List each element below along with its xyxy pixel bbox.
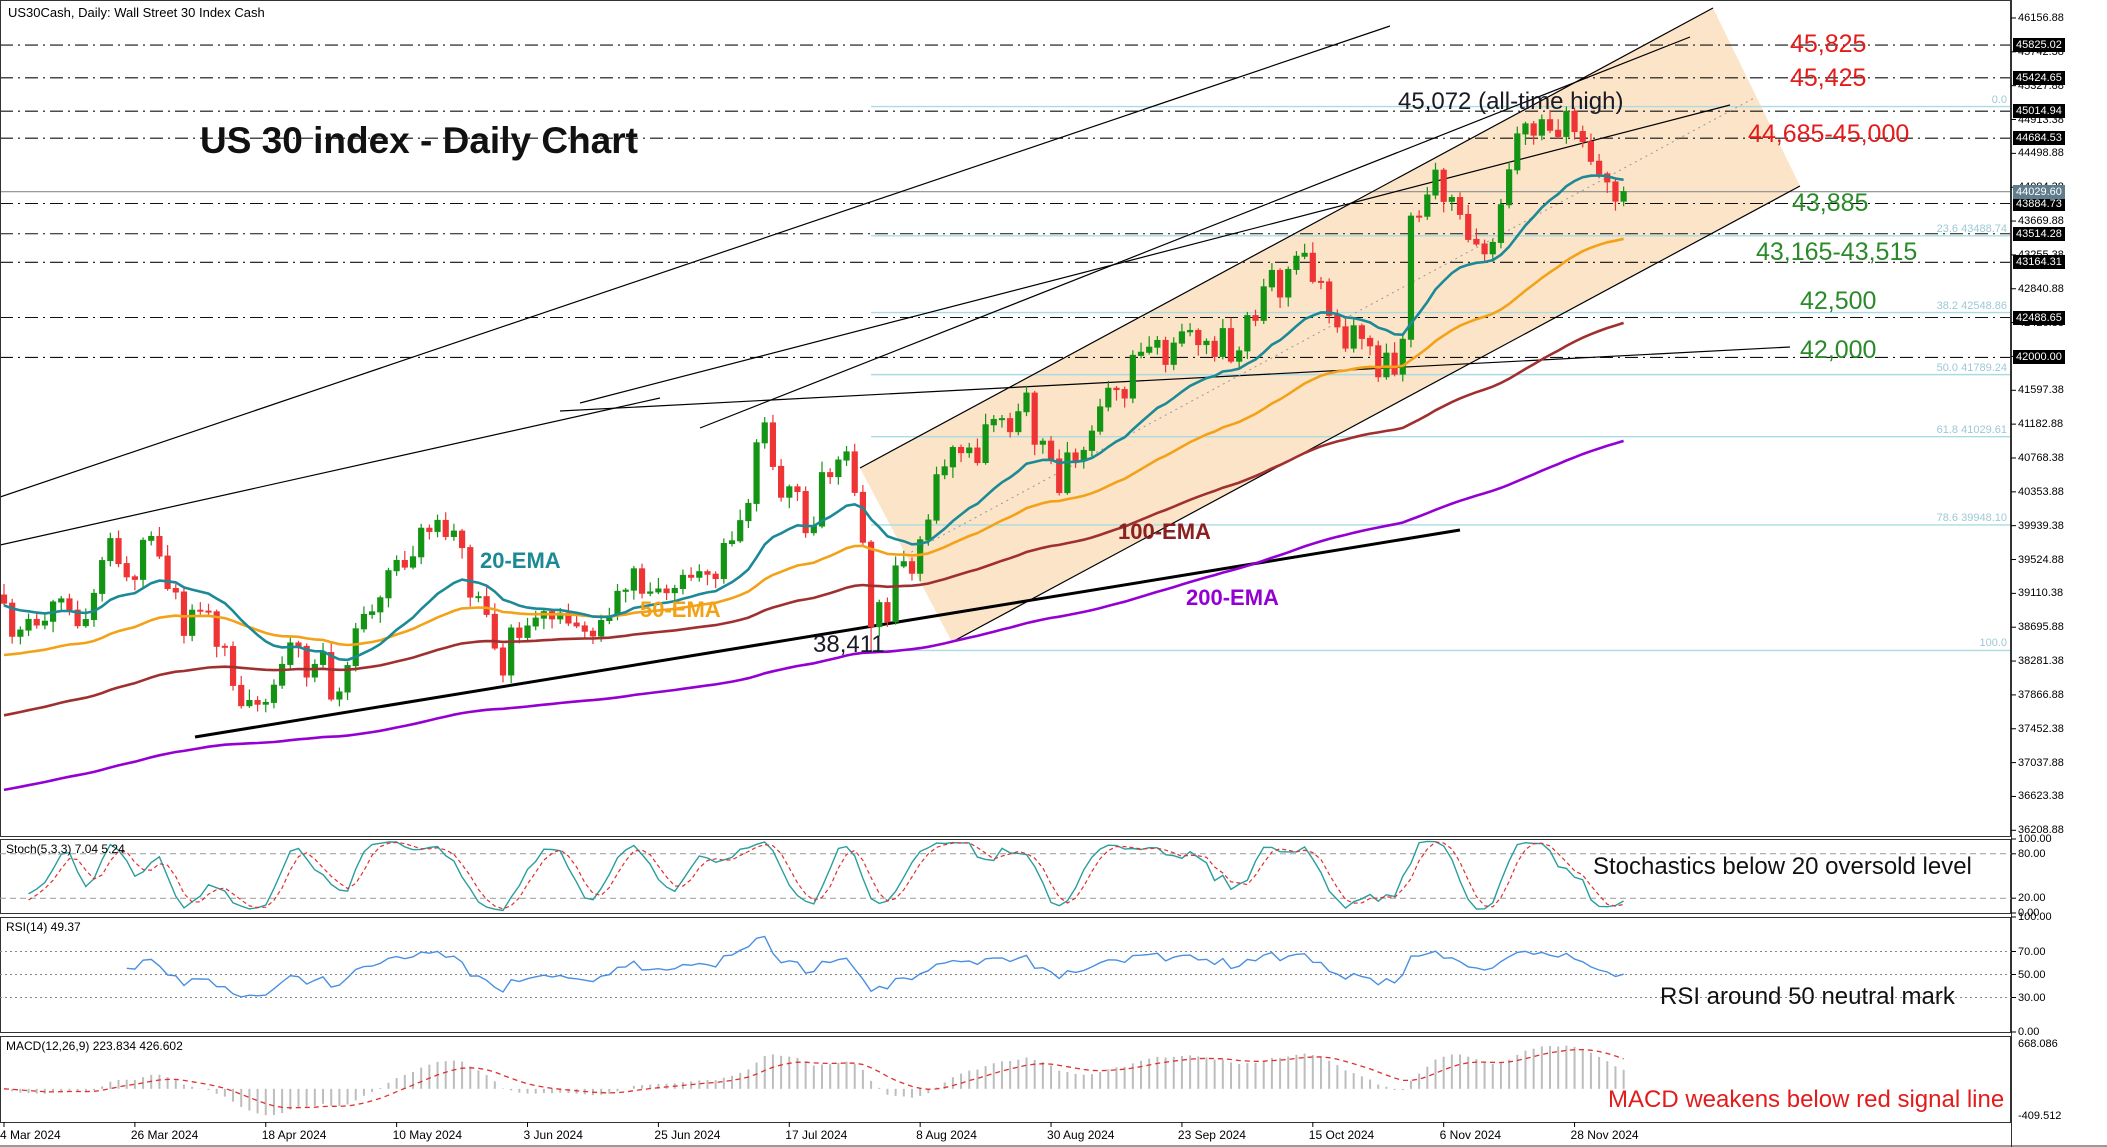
ema50-label: 50-EMA xyxy=(640,597,721,622)
price-level-badge: 45014.94 xyxy=(2013,104,2065,119)
level-annotation: 42,500 xyxy=(1800,287,1877,315)
date-tick-label: 23 Sep 2024 xyxy=(1177,1128,1246,1142)
date-tick-label: 30 Aug 2024 xyxy=(1047,1128,1115,1142)
price-level-badge: 45825.02 xyxy=(2013,38,2065,53)
level-annotation: 45,825 xyxy=(1790,30,1867,58)
rsi-indicator-label: RSI(14) 49.37 xyxy=(6,920,81,934)
stoch-scale-tick: 80.00 xyxy=(2018,847,2046,860)
date-tick-label: 25 Jun 2024 xyxy=(654,1128,721,1142)
ema20-label: 20-EMA xyxy=(480,548,561,573)
price-tick: 38695.88 xyxy=(2018,621,2064,634)
fib-level-label: 100.0 xyxy=(1979,637,2007,650)
price-tick: 38281.38 xyxy=(2018,655,2064,668)
price-tick: 40768.38 xyxy=(2018,451,2064,464)
price-tick: 42840.88 xyxy=(2018,282,2064,295)
date-tick-label: 8 Aug 2024 xyxy=(916,1128,977,1142)
level-annotation: 43,165-43,515 xyxy=(1756,238,1918,266)
price-level-badge: 44684.53 xyxy=(2013,131,2065,146)
price-tick: 39939.38 xyxy=(2018,519,2064,532)
price-tick: 39110.38 xyxy=(2018,587,2064,600)
price-level-badge: 43164.31 xyxy=(2013,255,2065,270)
date-tick-label: 10 May 2024 xyxy=(392,1128,463,1142)
price-level-badge: 42000.00 xyxy=(2013,350,2065,365)
price-tick: 37037.88 xyxy=(2018,756,2064,769)
date-tick-label: 6 Nov 2024 xyxy=(1439,1128,1502,1142)
date-tick-label: 18 Apr 2024 xyxy=(261,1128,327,1142)
date-tick-label: 3 Jun 2024 xyxy=(523,1128,583,1142)
price-tick: 37452.38 xyxy=(2018,722,2064,735)
macd-scale-top: 668.086 xyxy=(2018,1038,2058,1050)
rsi-scale-tick: 50.00 xyxy=(2018,968,2046,981)
price-tick: 46156.88 xyxy=(2018,11,2064,24)
ema100-label: 100-EMA xyxy=(1118,519,1211,544)
rsi-annotation: RSI around 50 neutral mark xyxy=(1660,983,1955,1010)
fib-level-label: 38.2 42548.86 xyxy=(1936,299,2007,312)
stochastic-annotation: Stochastics below 20 oversold level xyxy=(1593,853,1972,880)
level-annotation: 43,885 xyxy=(1792,189,1869,217)
fib-level-label: 78.6 39948.10 xyxy=(1936,511,2007,524)
stochastic-indicator-label: Stoch(5,3,3) 7.04 5.24 xyxy=(6,842,125,856)
price-tick: 37866.88 xyxy=(2018,688,2064,701)
fib-level-label: 23.6 43488.74 xyxy=(1936,222,2007,235)
price-tick: 44498.88 xyxy=(2018,147,2064,160)
price-tick: 40353.88 xyxy=(2018,485,2064,498)
price-level-badge: 45424.65 xyxy=(2013,70,2065,85)
price-level-badge: 43884.73 xyxy=(2013,196,2065,211)
macd-indicator-label: MACD(12,26,9) 223.834 426.602 xyxy=(6,1039,183,1053)
price-tick: 36208.88 xyxy=(2018,824,2064,837)
august-low-annotation: 38,411 xyxy=(813,631,885,658)
rsi-scale-tick: 0.00 xyxy=(2018,1026,2040,1038)
date-tick-label: 17 Jul 2024 xyxy=(785,1128,848,1142)
current-price-badge: 44029.60 xyxy=(2013,184,2065,199)
level-annotation: 45,425 xyxy=(1790,64,1867,92)
date-tick-label: 26 Mar 2024 xyxy=(130,1128,199,1142)
fib-level-label: 61.8 41029.61 xyxy=(1936,423,2007,436)
price-tick: 36623.38 xyxy=(2018,790,2064,803)
price-level-badge: 43514.28 xyxy=(2013,226,2065,241)
fib-level-label: 0.0 xyxy=(1991,93,2007,106)
price-level-badge: 42488.65 xyxy=(2013,310,2065,325)
date-tick-label: 15 Oct 2024 xyxy=(1308,1128,1375,1142)
macd-scale-bottom: -409.512 xyxy=(2018,1110,2062,1122)
stoch-scale-tick: 0.00 xyxy=(2018,907,2040,919)
rsi-scale-tick: 30.00 xyxy=(2018,991,2046,1004)
stoch-scale-tick: 20.00 xyxy=(2018,892,2046,905)
macd-annotation: MACD weakens below red signal line xyxy=(1608,1086,2005,1113)
rsi-scale-tick: 70.00 xyxy=(2018,945,2046,958)
chart-title: US 30 index - Daily Chart xyxy=(200,120,638,161)
price-tick: 41182.88 xyxy=(2018,418,2064,431)
level-annotation: 42,000 xyxy=(1800,336,1877,364)
ema200-label: 200-EMA xyxy=(1186,585,1279,610)
all-time-high-annotation: 45,072 (all-time high) xyxy=(1398,88,1624,115)
stoch-scale-tick: 100.00 xyxy=(2018,833,2052,845)
price-tick: 39524.88 xyxy=(2018,553,2064,566)
rsi-scale-tick: 100.00 xyxy=(2018,911,2052,923)
price-tick: 41597.38 xyxy=(2018,384,2064,397)
date-tick-label: 28 Nov 2024 xyxy=(1570,1128,1639,1142)
symbol-info: US30Cash, Daily: Wall Street 30 Index Ca… xyxy=(8,5,265,20)
price-tick: 43669.88 xyxy=(2018,215,2064,228)
fib-level-label: 50.0 41789.24 xyxy=(1936,361,2007,374)
date-tick-label: 4 Mar 2024 xyxy=(0,1128,61,1142)
level-annotation: 44,685-45,000 xyxy=(1748,120,1910,148)
